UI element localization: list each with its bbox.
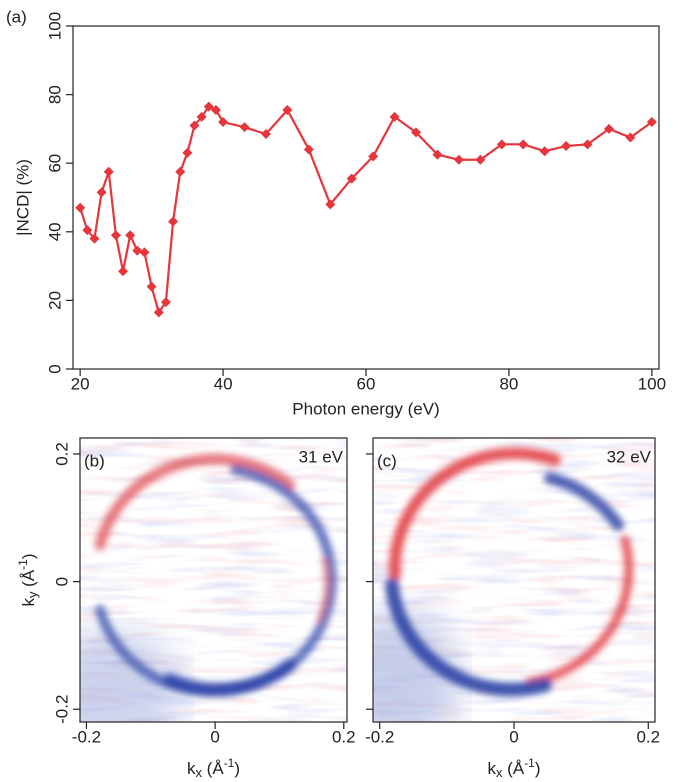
label-part: k — [187, 759, 196, 778]
label-part: (Å — [19, 569, 38, 591]
data-point — [139, 247, 150, 258]
label-part: ) — [19, 553, 38, 559]
label-part: -1 — [224, 756, 235, 770]
energy-label: 32 eV — [607, 447, 652, 466]
x-tick-label: 100 — [638, 374, 666, 393]
data-point — [210, 105, 221, 116]
data-line — [79, 105, 653, 315]
data-point — [189, 120, 200, 131]
data-point — [175, 166, 186, 177]
arpes-map-b — [80, 438, 347, 722]
x-tick-label: -0.2 — [72, 727, 101, 746]
data-point — [203, 101, 214, 112]
axis-label: ky (Å-1) — [16, 553, 40, 606]
data-point — [239, 122, 250, 133]
arpes-map-c — [373, 438, 655, 722]
x-tick-label: 0 — [509, 727, 518, 746]
x-tick-label: 20 — [71, 374, 90, 393]
panel-label: (c) — [377, 451, 397, 470]
data-point — [496, 139, 507, 150]
data-point — [89, 233, 100, 244]
data-point — [103, 166, 114, 177]
y-tick-label: 20 — [45, 291, 64, 310]
plot-frame — [72, 25, 660, 370]
data-point — [303, 144, 314, 155]
y-tick-label: 60 — [45, 154, 64, 173]
data-point — [118, 266, 129, 277]
data-point — [453, 154, 464, 165]
label-part: ) — [234, 759, 240, 778]
data-point — [96, 187, 107, 198]
data-point — [146, 281, 157, 292]
data-point — [368, 151, 379, 162]
y-tick-label: 0.2 — [52, 442, 71, 466]
label-part: k — [487, 759, 496, 778]
data-point — [561, 141, 572, 152]
y-tick-label: 80 — [45, 85, 64, 104]
data-point — [646, 117, 657, 128]
label-part: (Å — [502, 759, 524, 778]
label-part: ) — [535, 759, 541, 778]
label-part: -1 — [16, 559, 30, 570]
data-point — [603, 123, 614, 134]
data-point — [625, 132, 636, 143]
x-axis-label: Photon energy (eV) — [292, 399, 439, 418]
data-point — [132, 245, 143, 256]
x-tick-label: 60 — [357, 374, 376, 393]
data-point — [168, 216, 179, 227]
label-part: -1 — [524, 756, 535, 770]
data-point — [475, 154, 486, 165]
data-point — [160, 297, 171, 308]
data-point — [346, 173, 357, 184]
energy-label: 31 eV — [299, 447, 344, 466]
data-point — [432, 149, 443, 160]
data-point — [196, 111, 207, 122]
data-point — [153, 307, 164, 318]
data-point — [218, 117, 229, 128]
x-tick-label: 40 — [214, 374, 233, 393]
label-part: k — [19, 598, 38, 607]
label-part: y — [25, 591, 40, 598]
data-point — [75, 202, 86, 213]
y-tick-label: 100 — [45, 12, 64, 40]
data-point — [389, 111, 400, 122]
label-part: (Å — [202, 759, 224, 778]
x-tick-label: 0.2 — [332, 727, 356, 746]
data-point — [325, 199, 336, 210]
data-point — [260, 129, 271, 140]
y-axis-label: |NCD| (%) — [13, 159, 32, 236]
axis-label: kx (Å-1) — [487, 756, 540, 780]
panel-label: (a) — [6, 7, 27, 26]
x-tick-label: -0.2 — [365, 727, 394, 746]
data-point — [110, 230, 121, 241]
y-tick-label: 40 — [45, 222, 64, 241]
y-tick-label: 0 — [45, 364, 64, 373]
data-point — [82, 225, 93, 236]
plot-frame — [79, 437, 348, 723]
data-point — [582, 139, 593, 150]
data-point — [282, 105, 293, 116]
x-tick-label: 0 — [210, 727, 219, 746]
data-point — [411, 127, 422, 138]
label-part: x — [195, 765, 202, 780]
data-point — [182, 147, 193, 158]
y-tick-label: -0.2 — [52, 695, 71, 724]
x-tick-label: 80 — [499, 374, 518, 393]
y-tick-label: 0 — [52, 577, 71, 586]
label-part: x — [496, 765, 503, 780]
data-point — [539, 146, 550, 157]
data-point — [518, 139, 529, 150]
axis-label: kx (Å-1) — [187, 756, 240, 780]
data-point — [125, 230, 136, 241]
panel-label: (b) — [84, 451, 105, 470]
x-tick-label: 0.2 — [636, 727, 660, 746]
